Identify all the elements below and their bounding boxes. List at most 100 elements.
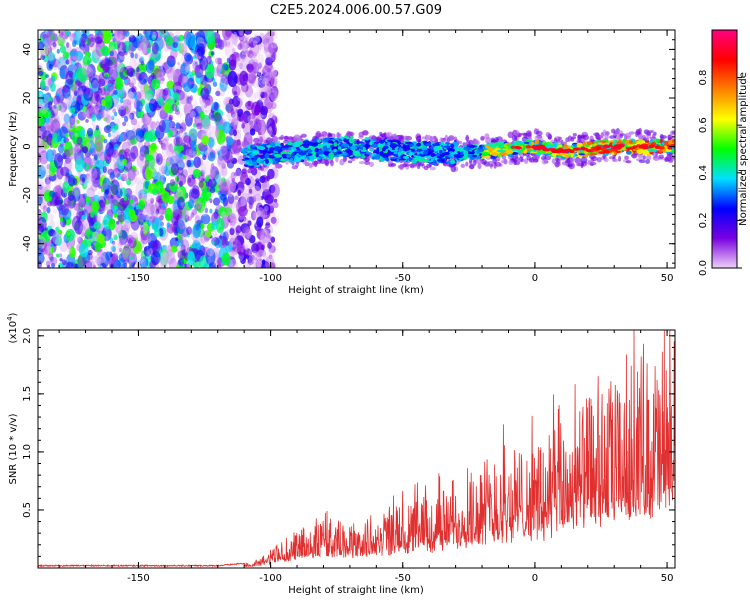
heatmap-noise-blob	[181, 66, 185, 71]
heatmap-noise-blob	[172, 150, 180, 163]
heatmap-band-blob	[280, 142, 284, 147]
heatmap-noise-blob	[239, 62, 243, 70]
heatmap-noise-blob	[109, 171, 115, 179]
heatmap-noise-blob	[260, 105, 268, 116]
heatmap-noise-blob	[187, 177, 197, 188]
heatmap-noise-blob	[49, 256, 54, 263]
heatmap-halo-blob	[480, 135, 485, 141]
heatmap-noise-blob	[266, 117, 276, 135]
heatmap-noise-blob	[209, 165, 217, 177]
heatmap-noise-blob	[254, 257, 258, 261]
heatmap-noise-blob	[229, 218, 238, 230]
heatmap-noise-blob	[201, 135, 210, 146]
heatmap-noise-blob	[82, 154, 91, 165]
heatmap-noise-blob	[151, 240, 160, 255]
heatmap-noise-blob	[125, 130, 136, 141]
heatmap-halo-blob	[645, 159, 650, 165]
heatmap-noise-blob	[211, 51, 215, 56]
heatmap-noise-blob	[102, 110, 109, 118]
heatmap-noise-blob	[264, 194, 275, 204]
heatmap-noise-blob	[101, 30, 112, 44]
heatmap-noise-blob	[185, 95, 193, 105]
heatmap-noise-blob	[46, 213, 55, 222]
heatmap-noise-blob	[253, 201, 258, 206]
heatmap-noise-blob	[121, 135, 126, 142]
heatmap-noise-blob	[141, 40, 147, 49]
heatmap-noise-blob	[117, 186, 121, 192]
heatmap-noise-blob	[124, 65, 134, 76]
heatmap-noise-blob	[212, 197, 221, 206]
heatmap-noise-blob	[221, 39, 228, 48]
heatmap-halo-blob	[336, 132, 340, 139]
heatmap-band-blob	[293, 156, 302, 163]
heatmap-noise-blob	[138, 42, 147, 55]
heatmap-noise-blob	[177, 40, 187, 54]
heatmap-noise-blob	[256, 210, 264, 219]
heatmap-noise-blob	[200, 234, 207, 244]
heatmap-noise-blob	[199, 116, 210, 134]
heatmap-noise-blob	[104, 94, 113, 109]
heatmap-noise-blob	[68, 59, 72, 64]
heatmap-noise-blob	[192, 87, 197, 93]
heatmap-noise-blob	[58, 253, 63, 258]
heatmap-noise-blob	[248, 254, 256, 266]
heatmap-noise-blob	[207, 151, 216, 162]
heatmap-noise-blob	[166, 222, 171, 228]
heatmap-halo-blob	[431, 136, 437, 142]
heatmap-noise-blob	[146, 233, 152, 243]
heatmap-noise-blob	[102, 166, 107, 173]
heatmap-noise-blob	[178, 34, 185, 42]
heatmap-noise-blob	[241, 56, 246, 62]
heatmap-noise-blob	[234, 43, 238, 48]
heatmap-noise-blob	[231, 139, 242, 154]
heatmap-noise-blob	[158, 30, 169, 38]
heatmap-noise-blob	[79, 46, 86, 54]
heatmap-noise-blob	[76, 137, 82, 143]
heatmap-noise-blob	[137, 120, 143, 128]
heatmap-noise-blob	[218, 206, 227, 218]
heatmap-noise-blob	[178, 234, 184, 244]
heatmap-noise-blob	[38, 236, 47, 249]
heatmap-band-blob	[269, 142, 276, 147]
heatmap-noise-blob	[201, 160, 212, 178]
heatmap-noise-blob	[170, 163, 179, 176]
heatmap-noise-blob	[166, 66, 176, 79]
heatmap-noise-blob	[233, 31, 237, 36]
heatmap-noise-blob	[145, 116, 150, 122]
heatmap-band-blob	[598, 142, 603, 145]
heatmap-halo-blob	[609, 135, 616, 139]
heatmap-noise-blob	[52, 208, 58, 214]
heatmap-halo-blob	[271, 136, 279, 142]
heatmap-noise-blob	[270, 183, 280, 198]
heatmap-noise-blob	[214, 208, 219, 214]
heatmap-noise-blob	[53, 95, 61, 105]
heatmap-noise-blob	[264, 205, 269, 212]
heatmap-noise-blob	[94, 103, 99, 109]
heatmap-noise-blob	[73, 146, 81, 159]
heatmap-noise-blob	[132, 71, 138, 80]
heatmap-halo-blob	[596, 157, 602, 163]
heatmap-halo-blob	[557, 136, 563, 141]
heatmap-noise-blob	[51, 75, 56, 83]
heatmap-noise-blob	[209, 198, 213, 204]
heatmap-band-blob	[636, 149, 644, 155]
heatmap-noise-blob	[38, 153, 41, 161]
heatmap-noise-blob	[145, 60, 155, 74]
heatmap-noise-blob	[157, 169, 165, 182]
heatmap-noise-blob	[45, 74, 49, 78]
heatmap-noise-blob	[160, 30, 166, 35]
heatmap-noise-blob	[161, 77, 165, 82]
heatmap-noise-blob	[99, 104, 106, 111]
heatmap-band-blob	[289, 157, 294, 163]
heatmap-noise-blob	[185, 113, 193, 127]
heatmap-noise-blob	[188, 129, 198, 141]
heatmap-noise-blob	[271, 31, 275, 37]
heatmap-noise-blob	[119, 100, 126, 110]
heatmap-band-blob	[255, 159, 263, 162]
heatmap-noise-blob	[156, 94, 161, 99]
heatmap-noise-blob	[132, 145, 138, 155]
heatmap-halo-blob	[635, 128, 641, 135]
heatmap-noise-blob	[229, 227, 235, 236]
heatmap-band-blob	[411, 141, 417, 144]
heatmap-noise-blob	[49, 82, 56, 92]
